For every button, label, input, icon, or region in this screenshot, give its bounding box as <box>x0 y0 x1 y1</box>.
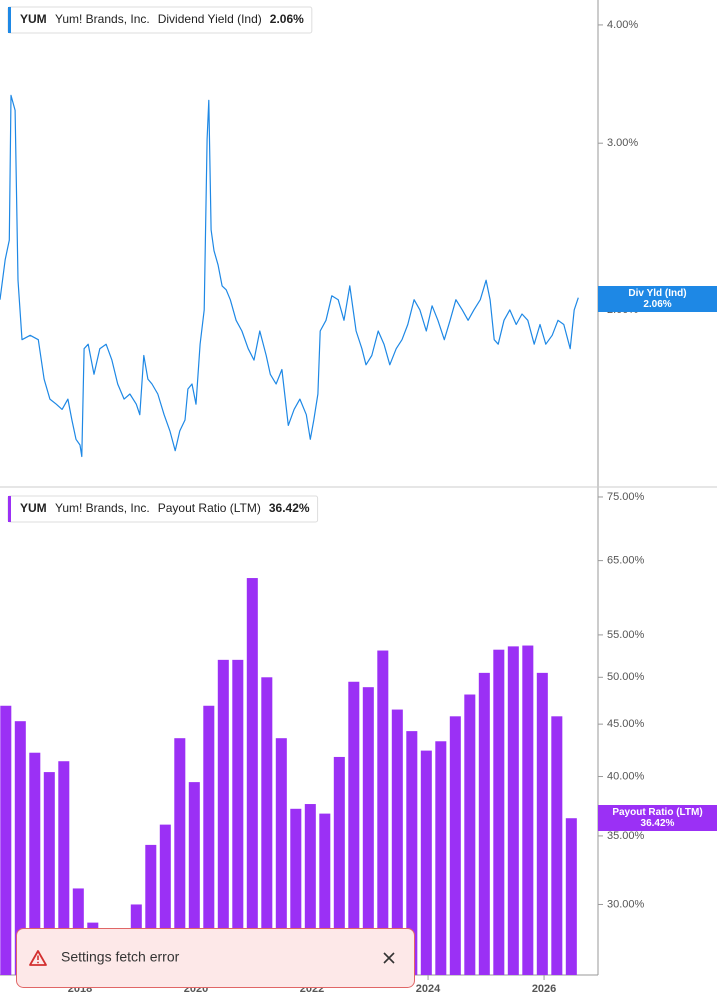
bar <box>478 672 490 975</box>
price-tag-value: 2.06% <box>643 299 671 310</box>
legend-metric: Payout Ratio (LTM) <box>158 501 261 515</box>
plot-area <box>0 578 577 975</box>
y-tick-label: 3.00% <box>607 137 638 149</box>
bar <box>159 824 171 975</box>
legend-swatch <box>8 7 11 33</box>
bar <box>43 772 55 975</box>
bar <box>174 738 186 975</box>
bar <box>246 578 258 975</box>
warning-icon <box>29 950 47 966</box>
bar <box>217 659 229 975</box>
bar <box>435 741 447 975</box>
bar <box>304 804 316 975</box>
price-tag-name: Payout Ratio (LTM) <box>612 807 702 818</box>
y-tick-label: 4.00% <box>607 19 638 31</box>
warning-icon-dot <box>37 961 39 964</box>
legend-value: 36.42% <box>269 501 310 515</box>
y-tick-label: 55.00% <box>607 629 645 641</box>
price-tag <box>598 286 717 312</box>
x-tick-label: 2024 <box>416 983 441 995</box>
price-tag-name: Div Yld (Ind) <box>628 288 686 299</box>
bar <box>319 813 331 975</box>
bar <box>507 646 519 975</box>
bar <box>145 844 157 975</box>
y-tick-label: 35.00% <box>607 830 645 842</box>
bar <box>420 750 432 975</box>
y-tick-label: 50.00% <box>607 671 645 683</box>
price-tag <box>598 805 717 831</box>
bar <box>333 756 345 975</box>
legend-company: Yum! Brands, Inc. <box>55 501 150 515</box>
bar <box>58 761 70 975</box>
bar <box>377 650 389 975</box>
bar <box>406 731 418 975</box>
bar <box>565 818 577 975</box>
bar <box>290 808 302 975</box>
y-tick-label: 40.00% <box>607 770 645 782</box>
bar <box>362 687 374 975</box>
y-tick-label: 65.00% <box>607 555 645 567</box>
legend-swatch <box>8 496 11 522</box>
legend-ticker: YUM <box>20 501 47 515</box>
bar <box>464 694 476 975</box>
legend-value: 2.06% <box>270 12 304 26</box>
toast <box>16 928 415 988</box>
legend-ticker: YUM <box>20 12 47 26</box>
close-button[interactable] <box>383 952 395 964</box>
line <box>0 94 579 458</box>
plot-area <box>0 94 579 458</box>
bar <box>0 705 12 975</box>
bar <box>29 752 41 975</box>
y-tick-label: 30.00% <box>607 898 645 910</box>
bar <box>493 649 505 975</box>
bar <box>261 677 273 975</box>
legend-company: Yum! Brands, Inc. <box>55 12 150 26</box>
bar <box>551 716 563 975</box>
bar <box>522 645 534 975</box>
bar <box>391 709 403 975</box>
y-tick-label: 45.00% <box>607 718 645 730</box>
toast-message: Settings fetch error <box>61 949 180 965</box>
y-tick-label: 75.00% <box>607 491 645 503</box>
legend-metric: Dividend Yield (Ind) <box>158 12 262 26</box>
price-tag-value: 36.42% <box>641 818 675 829</box>
x-tick-label: 2026 <box>532 983 556 995</box>
bar <box>536 672 548 975</box>
bar <box>203 705 215 975</box>
bar <box>14 721 26 975</box>
bar <box>232 659 244 975</box>
bar <box>188 782 200 975</box>
bar <box>275 738 287 975</box>
bar <box>449 716 461 975</box>
bar <box>348 681 360 975</box>
